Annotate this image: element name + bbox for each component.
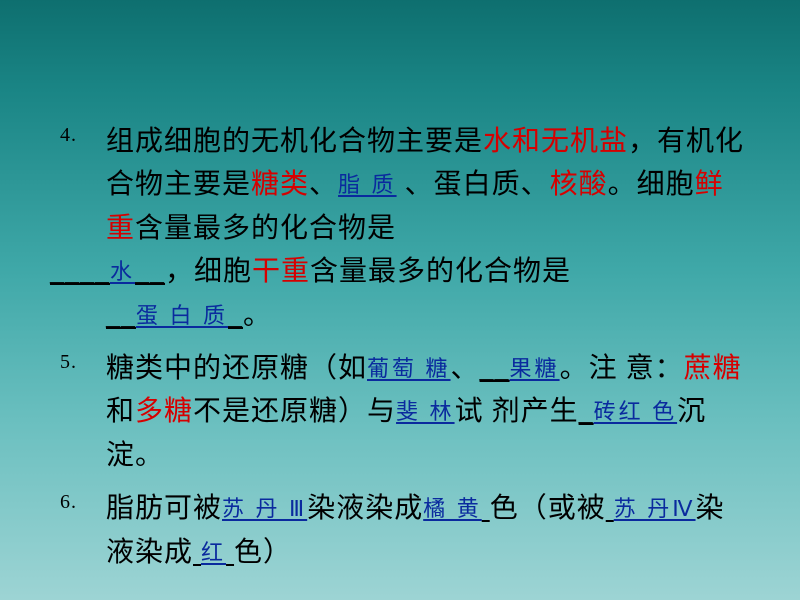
text: 。细胞 <box>608 169 695 200</box>
text: 含量最多的化合物是 <box>135 213 396 244</box>
text: 。 <box>560 353 589 384</box>
red-text: 干重 <box>252 256 310 287</box>
slide-content: 组成细胞的无机化合物主要是水和无机盐，有机化合物主要是糖类、脂 质 、蛋白质、核… <box>0 0 800 600</box>
blank-line <box>606 493 614 524</box>
blank-answer: 葡萄 糖 <box>367 356 451 381</box>
blank-answer: 苏 丹 Ⅲ <box>222 496 307 521</box>
blank-line <box>226 537 234 568</box>
blank-line: __ <box>106 300 136 331</box>
text: 糖类中的还原糖（如 <box>106 353 367 384</box>
blank-line <box>193 537 201 568</box>
text: 和 <box>106 396 135 427</box>
blank-line: __ <box>135 256 165 287</box>
text: 试 剂产生 <box>455 396 579 427</box>
blank-answer: 果糖 <box>510 356 560 381</box>
text: ，细胞 <box>165 256 252 287</box>
text: 色） <box>234 537 292 568</box>
red-text: 蔗糖 <box>684 353 742 384</box>
text: 、 <box>451 353 480 384</box>
blank-line: __ <box>480 353 510 384</box>
blank-answer: 脂 质 <box>338 172 397 197</box>
blank-answer: 红 <box>201 540 226 565</box>
text: 组成细胞的无机化合物主要是 <box>106 126 483 157</box>
list-item-6: 脂肪可被苏 丹 Ⅲ染液染成橘 黄 色（或被 苏 丹Ⅳ染液染成 红 色） <box>50 487 750 574</box>
text: 含量最多的化合物是 <box>310 256 571 287</box>
text: 不是还原糖）与 <box>193 396 396 427</box>
red-text: 水和无机盐 <box>483 126 628 157</box>
blank-answer: 砖红 色 <box>594 399 678 424</box>
blank-line <box>482 493 490 524</box>
red-text: 多糖 <box>135 396 193 427</box>
blank-answer: 斐 林 <box>396 399 455 424</box>
red-text: 核酸 <box>550 169 608 200</box>
blank-line: _ <box>579 396 594 427</box>
text: 、蛋白质、 <box>405 169 550 200</box>
blank-line: ____ <box>50 256 110 287</box>
blank-answer: 水 <box>110 259 135 284</box>
list-item-4: 组成细胞的无机化合物主要是水和无机盐，有机化合物主要是糖类、脂 质 、蛋白质、核… <box>50 120 750 337</box>
list-item-5: 糖类中的还原糖（如葡萄 糖、__果糖。注 意：蔗糖和多糖不是还原糖）与斐 林试 … <box>50 347 750 477</box>
numbered-list: 组成细胞的无机化合物主要是水和无机盐，有机化合物主要是糖类、脂 质 、蛋白质、核… <box>50 120 750 574</box>
text: 色（或被 <box>490 493 606 524</box>
blank-line: _ <box>228 300 243 331</box>
red-text: 糖类 <box>251 169 309 200</box>
blank-answer: 蛋 白 质 <box>136 303 228 328</box>
text: 脂肪可被 <box>106 493 222 524</box>
text: 染液染成 <box>307 493 423 524</box>
text: 。 <box>243 300 272 331</box>
blank-answer: 橘 黄 <box>423 496 482 521</box>
bold-text: 注 意： <box>589 353 684 384</box>
blank-answer: 苏 丹Ⅳ <box>614 496 696 521</box>
text: 、 <box>309 169 338 200</box>
